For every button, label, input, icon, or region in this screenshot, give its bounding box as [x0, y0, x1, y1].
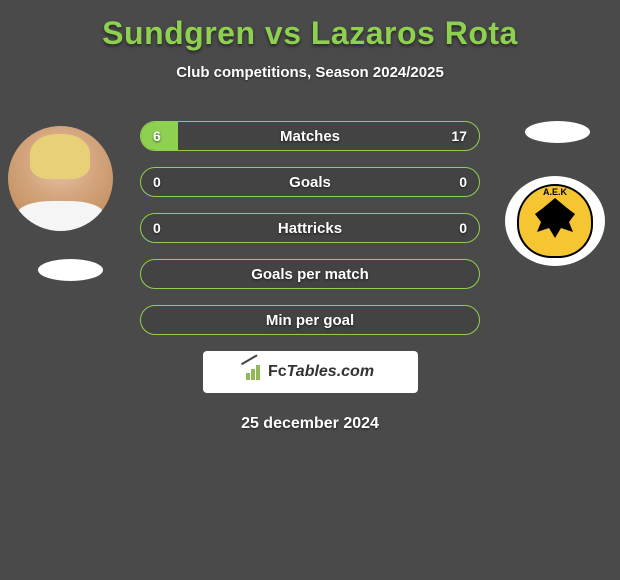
stat-value-right: 0	[459, 174, 467, 190]
stat-label: Min per goal	[141, 312, 479, 329]
date-label: 25 december 2024	[0, 415, 620, 433]
stat-row: 0Hattricks0	[140, 213, 480, 243]
stat-label: Goals	[141, 174, 479, 191]
comparison-card: Sundgren vs Lazaros Rota Club competitio…	[0, 0, 620, 443]
page-title: Sundgren vs Lazaros Rota	[0, 15, 620, 52]
stat-row: 6Matches17	[140, 121, 480, 151]
club-right-badge	[525, 121, 590, 143]
main-area: Α.Ε.Κ 6Matches170Goals00Hattricks0Goals …	[0, 121, 620, 433]
stat-value-right: 17	[451, 128, 467, 144]
player-left-avatar	[8, 126, 113, 231]
stat-row: Goals per match	[140, 259, 480, 289]
fctables-logo[interactable]: FcTables.com	[203, 351, 418, 393]
bar-chart-icon	[246, 364, 264, 380]
stat-label: Goals per match	[141, 266, 479, 283]
stat-row: Min per goal	[140, 305, 480, 335]
stat-label: Matches	[141, 128, 479, 145]
club-left-badge	[38, 259, 103, 281]
logo-text: FcTables.com	[268, 363, 374, 381]
stat-row: 0Goals0	[140, 167, 480, 197]
stat-label: Hattricks	[141, 220, 479, 237]
stat-value-right: 0	[459, 220, 467, 236]
aek-badge-text: Α.Ε.Κ	[505, 187, 605, 197]
subtitle: Club competitions, Season 2024/2025	[0, 64, 620, 81]
player-right-avatar: Α.Ε.Κ	[505, 176, 605, 266]
stats-list: 6Matches170Goals00Hattricks0Goals per ma…	[140, 121, 480, 335]
